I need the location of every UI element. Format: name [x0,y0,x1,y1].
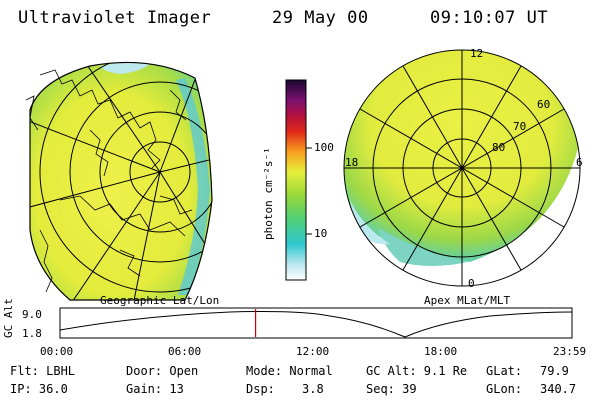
left-map-caption: Geographic Lat/Lon [100,294,220,307]
status-glon-value: 340.7 [540,382,577,396]
colorbar-tick-10: 10 [314,227,328,240]
lat-label-60: 60 [537,98,551,111]
mlt-label-18: 18 [345,156,359,169]
status-dsp-value: 3.8 [302,382,324,396]
mlt-label-12: 12 [470,47,484,60]
timeline-ytick-high: 9.0 [22,308,42,321]
colorbar-tick-100: 100 [314,141,334,154]
status-mode: Mode: Normal [246,364,333,378]
mlt-label-0: 0 [468,277,475,290]
instrument-title: Ultraviolet Imager [18,8,212,28]
status-gc-alt: GC Alt: 9.1 Re [366,364,468,378]
altitude-timeline [59,307,573,339]
date-label: 29 May 00 [272,8,369,28]
timeline-xtick-2359: 23:59 [553,345,587,358]
timeline-ytick-low: 1.8 [22,327,42,340]
status-gain: Gain: 13 [126,382,184,396]
geographic-map [25,61,213,301]
status-glat-value: 79.9 [540,364,569,378]
apex-mlt-map [343,49,581,287]
status-flt: Flt: LBHL [10,364,76,378]
lat-label-70: 70 [513,120,527,133]
colorbar-unit-label: photon cm⁻²s⁻¹ [262,147,275,240]
timeline-xtick-0600: 06:00 [168,345,202,358]
timeline-y-label: GC Alt [2,298,15,338]
timeline-xtick-1800: 18:00 [424,345,458,358]
status-seq: Seq: 39 [366,382,417,396]
status-ip: IP: 36.0 [10,382,68,396]
status-glon-label: GLon: [486,382,523,396]
timeline-xtick-0000: 00:00 [40,345,74,358]
colorbar [285,79,312,281]
status-dsp-label: Dsp: [246,382,275,396]
time-label: 09:10:07 UT [430,8,549,28]
right-map-caption: Apex MLat/MLT [424,294,511,307]
status-glat-label: GLat: [486,364,523,378]
lat-label-80: 80 [492,141,506,154]
timeline-xtick-1200: 12:00 [296,345,330,358]
status-door: Door: Open [126,364,199,378]
mlt-label-6: 6 [576,156,583,169]
